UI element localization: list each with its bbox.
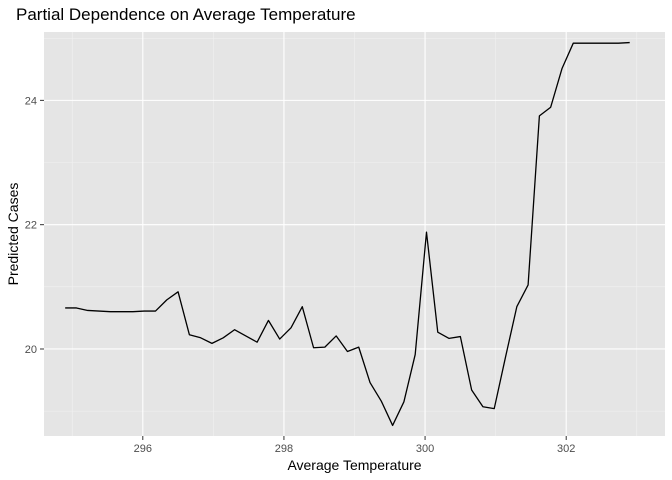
y-tick-label: 24 bbox=[25, 95, 37, 107]
y-axis-title: Predicted Cases bbox=[5, 183, 21, 286]
y-tick-label: 22 bbox=[25, 220, 37, 232]
x-tick-label: 302 bbox=[557, 443, 575, 455]
axis-ticks: 296 298 300 302 20 22 24 bbox=[25, 95, 576, 455]
x-tick-label: 298 bbox=[275, 443, 293, 455]
chart-title: Partial Dependence on Average Temperatur… bbox=[16, 5, 356, 24]
x-axis-title: Average Temperature bbox=[287, 457, 421, 473]
y-tick-label: 20 bbox=[25, 344, 37, 356]
x-tick-label: 296 bbox=[134, 443, 152, 455]
partial-dependence-line bbox=[65, 41, 630, 427]
x-tick-label: 300 bbox=[416, 443, 434, 455]
data-series bbox=[65, 41, 630, 427]
